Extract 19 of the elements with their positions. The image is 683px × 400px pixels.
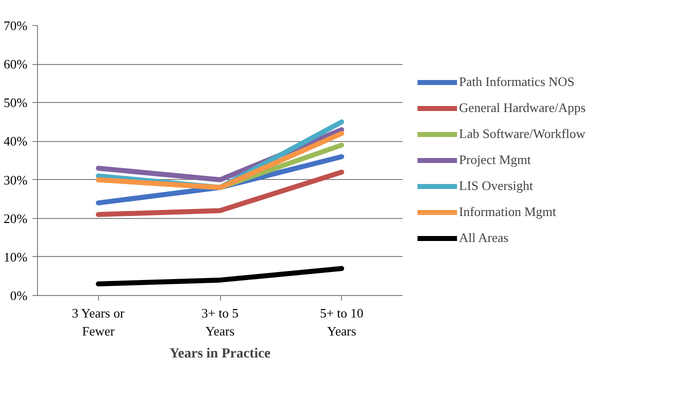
x-axis-title: Years in Practice: [169, 346, 271, 362]
y-tick-label: 60%: [4, 56, 28, 72]
y-tick-label: 40%: [4, 134, 28, 149]
legend-label: Lab Software/Workflow: [459, 126, 586, 142]
x-tick-label: 3 Years or Fewer: [72, 306, 125, 338]
legend-label: General Hardware/Apps: [459, 100, 586, 116]
x-tick-label: 5+ to 10 Years: [320, 306, 364, 338]
legend-label: LIS Oversight: [459, 178, 534, 194]
y-tick-label: 20%: [4, 210, 28, 226]
legend-label: All Areas: [459, 230, 508, 246]
legend-label: Project Mgmt: [459, 152, 531, 168]
y-tick-label: 50%: [4, 95, 28, 110]
legend-label: Information Mgmt: [459, 204, 556, 220]
y-tick-label: 10%: [4, 249, 28, 264]
legend-label: Path Informatics NOS: [459, 74, 575, 90]
y-tick-label: 30%: [4, 172, 28, 188]
x-tick-label: 3+ to 5 Years: [202, 306, 238, 338]
y-tick-label: 70%: [4, 18, 28, 33]
y-tick-label: 0%: [10, 288, 28, 303]
